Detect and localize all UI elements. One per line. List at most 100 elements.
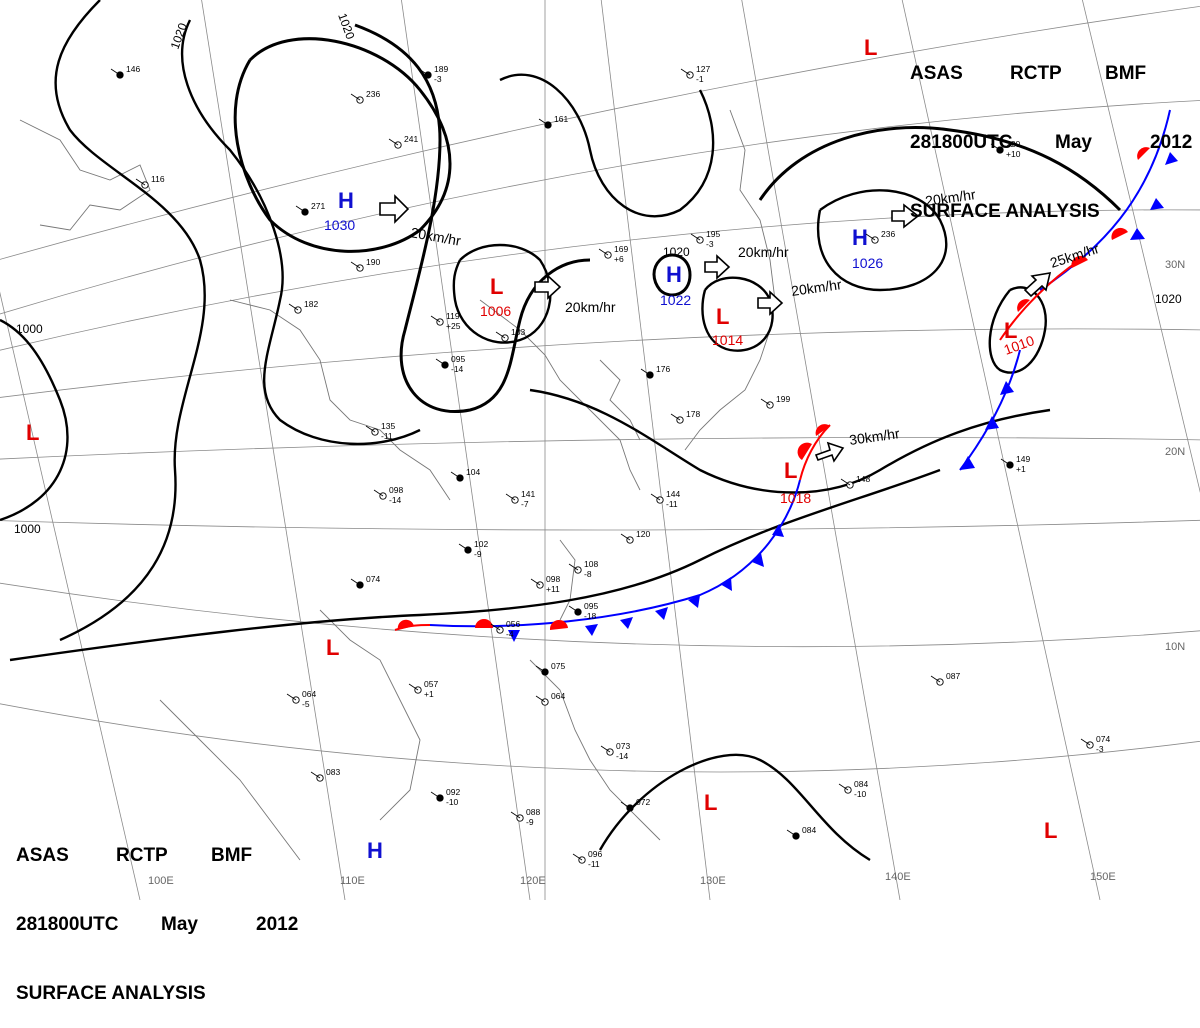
motion-arrow-icon: [814, 441, 845, 463]
wind-barb-icon: [680, 68, 691, 76]
station-pressure: 095: [451, 354, 465, 364]
isobar-1014-low: [701, 276, 774, 352]
header-line-2: 281800UTC May 2012: [910, 131, 1192, 154]
wind-barb-icon: [350, 261, 361, 269]
motion-arrow-icon: [704, 254, 731, 280]
wind-barb-icon: [572, 853, 583, 861]
station-plots: 189-3236241271190182146116119+25095-1410…: [110, 64, 1110, 869]
isobar-label: 1020: [1155, 292, 1182, 306]
station-pressure: 096: [588, 849, 602, 859]
station-pressure: 161: [554, 114, 568, 124]
longitude-line-150e: [1081, 0, 1200, 493]
latitude-line-40n: [0, 6, 1200, 260]
wind-barb-icon: [350, 93, 361, 101]
station-pressure: 087: [946, 671, 960, 681]
wind-barb-icon: [930, 675, 941, 683]
wind-barb-icon: [670, 413, 681, 421]
wind-barb-icon: [350, 578, 361, 586]
warm-front-semicircle: [815, 424, 830, 436]
longitude-label: 130E: [700, 875, 726, 887]
wind-barb-icon: [435, 358, 446, 366]
wind-barb-icon: [535, 665, 546, 673]
station-pressure: 119: [446, 311, 460, 321]
station-tendency: -3: [706, 239, 714, 249]
station-tendency: -11: [666, 499, 678, 509]
wind-barb-icon: [620, 533, 631, 541]
cold-front-triangle: [985, 416, 999, 430]
warm-front-semicircle: [1017, 299, 1030, 312]
low-pressure-symbol: L: [490, 274, 503, 299]
station-pressure: 088: [526, 807, 540, 817]
wind-barb-icon: [568, 605, 579, 613]
header-office: BMF: [211, 845, 253, 866]
wind-barb-icon: [786, 829, 797, 837]
warm-front-semicircle: [475, 619, 493, 628]
station-pressure: 098: [546, 574, 560, 584]
coastline-malay: [159, 699, 301, 861]
header-year: 2012: [256, 914, 299, 935]
wind-barb-icon: [310, 771, 321, 779]
station-pressure: 083: [326, 767, 340, 777]
station-pressure: 236: [881, 229, 895, 239]
station-pressure: 135: [381, 421, 395, 431]
station-pressure: 084: [854, 779, 868, 789]
longitude-label: 150E: [1090, 871, 1116, 883]
high-pressure-value: 1030: [324, 217, 355, 233]
header-product: SURFACE ANALYSIS: [910, 201, 1100, 222]
wind-barb-icon: [450, 471, 461, 479]
isobar-1006-low: [452, 243, 552, 344]
station-pressure: 073: [616, 741, 630, 751]
wind-barb-icon: [495, 331, 506, 339]
station-tendency: -18: [584, 611, 597, 621]
wind-barb-icon: [408, 683, 419, 691]
station-pressure: 092: [446, 787, 460, 797]
wind-barb-icon: [388, 138, 399, 146]
header-agency: ASAS: [910, 63, 963, 84]
warm-front-semicircle: [1111, 227, 1128, 240]
longitude-line-125e: [600, 0, 711, 900]
low-pressure-symbol: L: [784, 458, 797, 483]
wind-barb-icon: [840, 478, 851, 486]
station-pressure: 064: [551, 691, 565, 701]
warm-front-northeast: [999, 259, 1081, 341]
wind-barb-icon: [620, 801, 631, 809]
header-bottom-left: ASAS RCTP BMF 281800UTC May 2012 SURFACE ANA…: [16, 798, 298, 1028]
coastline-taiwan: [559, 539, 576, 621]
cold-fronts: [429, 109, 1178, 642]
station-pressure: 148: [856, 474, 870, 484]
station-tendency: -9: [474, 549, 482, 559]
station-tendency: -4: [506, 629, 514, 639]
low-pressure-symbol: L: [326, 635, 339, 660]
station-pressure: 169: [614, 244, 628, 254]
station-tendency: -8: [584, 569, 592, 579]
high-pressure-symbol: H: [852, 225, 868, 250]
motion-arrow-icon: [534, 274, 562, 300]
longitude-line-130e: [741, 0, 901, 900]
header-line-3: SURFACE ANALYSIS: [16, 982, 298, 1005]
station-pressure: 108: [584, 559, 598, 569]
station-tendency: -14: [389, 495, 402, 505]
cold-front-triangle: [655, 607, 668, 620]
header-time: 281800UTC: [910, 132, 1013, 153]
isobar-label: 1000: [16, 322, 43, 336]
station-pressure: 102: [474, 539, 488, 549]
header-top-right: ASAS RCTP BMF 281800UTC May 2012 SURFACE ANA…: [910, 16, 1192, 246]
station-tendency: -10: [446, 797, 459, 807]
wind-barb-icon: [600, 745, 611, 753]
warm-front-semicircle: [1137, 147, 1150, 160]
wind-barb-icon: [135, 178, 146, 186]
coastline-china-inland: [229, 299, 451, 501]
latitude-line-25n: [0, 328, 1200, 398]
cold-front-triangle: [752, 553, 764, 567]
isobar-label: 1000: [14, 522, 41, 536]
header-time: 281800UTC: [16, 914, 119, 935]
isobar-1030-high: [233, 37, 452, 253]
station-pressure: 189: [434, 64, 448, 74]
low-pressure-value: 1018: [780, 490, 811, 506]
isobars: [0, 0, 1122, 862]
isobar-tropical: [9, 468, 941, 662]
longitude-label: 140E: [885, 871, 911, 883]
motion-speed-label: 20km/hr: [924, 186, 977, 209]
motion-speed-label: 20km/hr: [565, 299, 616, 315]
latitude-line-5n: [0, 703, 1200, 773]
